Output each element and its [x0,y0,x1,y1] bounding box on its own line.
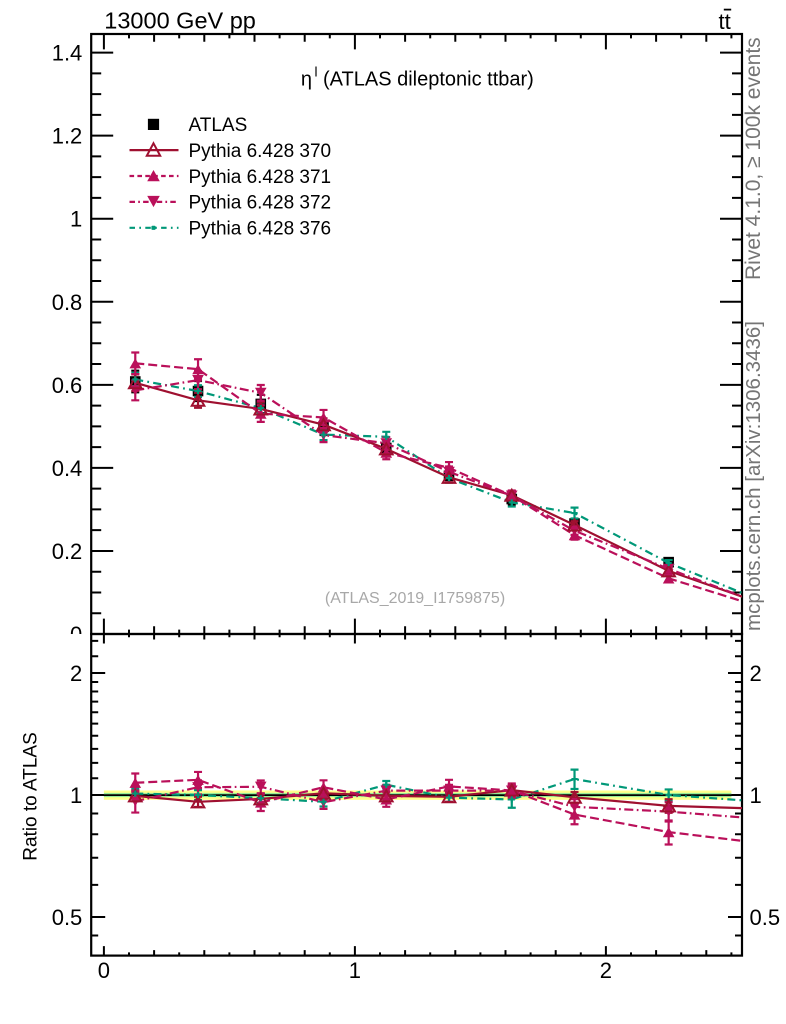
svg-text:0.5: 0.5 [750,905,781,930]
svg-text:1: 1 [349,958,361,983]
svg-text:Pythia 6.428 370: Pythia 6.428 370 [189,141,332,162]
svg-text:2: 2 [750,661,762,686]
svg-text:tt: tt [719,9,731,34]
svg-text:Pythia 6.428 371: Pythia 6.428 371 [189,167,332,188]
svg-text:(ATLAS_2019_I1759875): (ATLAS_2019_I1759875) [325,590,505,607]
svg-text:0.8: 0.8 [52,290,83,315]
svg-text:(ATLAS dileptonic ttbar): (ATLAS dileptonic ttbar) [323,68,534,90]
svg-text:1: 1 [70,783,82,808]
svg-text:0: 0 [98,958,110,983]
svg-text:0.6: 0.6 [52,373,83,398]
svg-text:Pythia 6.428 376: Pythia 6.428 376 [189,219,332,240]
svg-text:Pythia 6.428 372: Pythia 6.428 372 [189,193,332,214]
svg-text:0.4: 0.4 [52,456,83,481]
svg-text:1: 1 [750,783,762,808]
svg-text:2: 2 [70,661,82,686]
svg-text:1.4: 1.4 [52,41,83,66]
svg-text:mcplots.cern.ch [arXiv:1306.34: mcplots.cern.ch [arXiv:1306.3436] [742,321,765,631]
svg-text:1.2: 1.2 [52,124,83,149]
svg-text:2: 2 [600,958,612,983]
svg-text:Rivet 4.1.0, ≥ 100k events: Rivet 4.1.0, ≥ 100k events [742,37,765,280]
svg-text:1: 1 [70,207,82,232]
svg-text:η: η [301,68,312,90]
svg-text:13000 GeV pp: 13000 GeV pp [104,7,256,33]
svg-text:Ratio to ATLAS: Ratio to ATLAS [21,732,42,861]
svg-text:0: 0 [70,622,82,647]
svg-text:ATLAS: ATLAS [189,115,248,136]
svg-text:0.5: 0.5 [52,905,83,930]
svg-text:l: l [315,64,318,79]
svg-text:0.2: 0.2 [52,539,83,564]
